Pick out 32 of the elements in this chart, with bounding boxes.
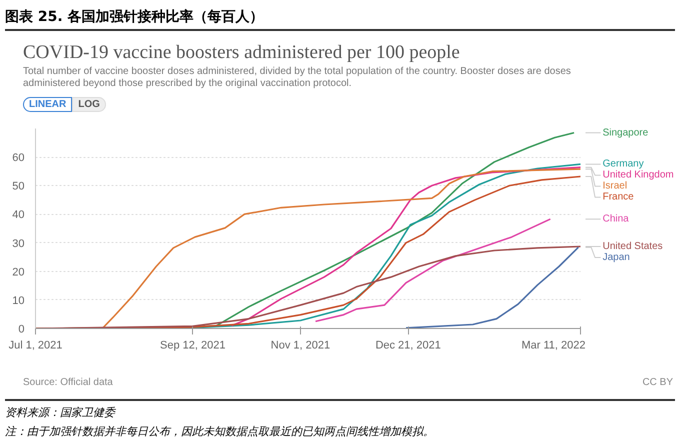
text: LINEAR xyxy=(23,97,72,112)
text: CC BY xyxy=(642,376,673,390)
line-series xyxy=(405,246,580,328)
source-note: Source: Official data xyxy=(23,376,113,390)
text: United Kingdom xyxy=(602,170,674,181)
chart-title: 图表 25. 各国加强针接种比率（每百人） xyxy=(5,5,675,31)
line-series xyxy=(230,166,580,326)
y-tick-label: 30 xyxy=(12,238,25,250)
text: Singapore xyxy=(602,127,649,138)
y-tick-label: 20 xyxy=(12,266,25,278)
text: LOG xyxy=(72,97,106,112)
text: 资料来源：国家卫健委 xyxy=(5,405,117,421)
y-tick-label: 40 xyxy=(12,209,25,222)
text: Israel xyxy=(602,180,628,192)
text: 注：由于加强针数据并非每日公布，因此未知数据点取最近的已知两点间线性增加模拟。 xyxy=(5,424,435,440)
text: Total number of vaccine booster doses administered, divided by the total population of the country. Booster doses are doses administered beyond those prescribed by the original vaccination protocol. xyxy=(23,66,572,90)
x-tick-label: Sep 12, 2021 xyxy=(160,340,226,352)
x-tick-label: Mar 11, 2022 xyxy=(522,340,586,352)
text: United States xyxy=(602,241,663,252)
text: Japan xyxy=(602,252,630,263)
x-tick-label: Jul 1, 2021 xyxy=(8,340,62,352)
x-tick-label: Nov 1, 2021 xyxy=(270,340,330,352)
text: France xyxy=(602,192,634,203)
x-tick-label: Dec 21, 2021 xyxy=(375,340,441,352)
y-tick-label: 10 xyxy=(12,294,25,307)
chart-subtitle: COVID-19 vaccine boosters administered per 100 people xyxy=(23,41,461,65)
y-tick-label: 50 xyxy=(12,180,25,193)
line-series xyxy=(314,218,552,322)
text: China xyxy=(602,214,630,225)
text: Germany xyxy=(602,158,644,170)
y-tick-label: 60 xyxy=(12,152,25,164)
y-tick-label: 0 xyxy=(18,324,25,336)
